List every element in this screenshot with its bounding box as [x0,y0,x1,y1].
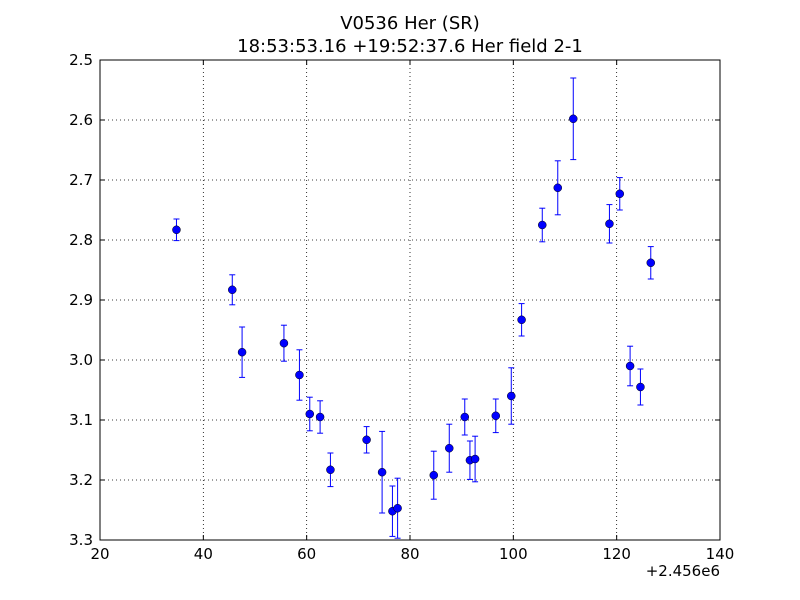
y-tick-label: 3.2 [69,471,93,489]
data-point [305,396,315,432]
data-point [507,367,516,425]
data-marker [553,183,563,193]
chart-subtitle: 18:53:53.16 +19:52:37.6 Her field 2-1 [237,36,583,57]
data-marker [393,503,402,513]
data-marker [172,225,181,235]
data-marker [228,285,237,295]
data-marker [517,315,526,325]
data-point [429,450,439,500]
data-marker [326,465,335,475]
data-marker [362,435,371,445]
data-marker [625,361,635,371]
x-tick-label: 80 [400,545,419,563]
y-tick-label: 2.9 [69,291,93,309]
data-marker [429,470,439,480]
data-marker [636,382,645,392]
data-point [172,218,181,242]
data-point [470,435,480,483]
data-marker [305,409,315,419]
data-point [605,204,614,244]
data-point [517,303,526,337]
data-point [295,349,304,401]
data-marker [646,258,656,268]
data-point [569,77,578,161]
y-tick-label: 2.5 [69,51,93,69]
data-marker [295,370,304,380]
chart-title: V0536 Her (SR) [340,13,480,34]
data-point [279,324,289,362]
x-tick-label: 100 [499,545,528,563]
data-point [393,477,402,539]
data-point [615,177,625,211]
data-point [625,345,635,387]
x-tick-label: 120 [602,545,631,563]
data-marker [460,412,470,422]
data-marker [569,114,578,124]
data-marker [377,467,387,477]
data-marker [279,338,289,348]
data-point [326,452,335,488]
data-marker [605,219,614,229]
data-marker [538,220,547,230]
data-point [377,430,387,514]
data-point [646,246,656,280]
data-marker [470,454,480,464]
data-marker [315,412,325,422]
data-marker [615,189,625,199]
data-marker [507,391,516,401]
data-point [491,398,501,434]
data-point [460,398,470,436]
y-tick-label: 2.7 [69,171,93,189]
y-tick-label: 3.1 [69,411,93,429]
data-point [228,274,237,306]
y-tick-label: 3.0 [69,351,93,369]
data-marker [491,411,501,421]
data-series [172,77,656,539]
y-tick-label: 2.8 [69,231,93,249]
x-tick-label: 40 [194,545,213,563]
grid [100,60,720,540]
data-point [362,426,371,454]
y-tick-label: 3.3 [69,531,93,549]
x-tick-label: 60 [297,545,316,563]
data-marker [445,443,454,453]
data-marker [237,347,247,357]
data-point [553,160,563,216]
y-tick-label: 2.6 [69,111,93,129]
data-point [237,326,247,378]
data-point [315,400,325,434]
x-tick-label: 20 [90,545,109,563]
x-axis-offset-label: +2.456e6 [646,562,720,580]
data-point [465,440,475,480]
data-point [538,207,547,243]
x-tick-label: 140 [706,545,735,563]
axis-ticks: 20 40 60 80 100 120 140 2.5 2.6 2.7 2.8 2.9 3.0 3.1 3.… [69,51,734,563]
data-point [445,423,454,473]
data-point [636,368,645,406]
